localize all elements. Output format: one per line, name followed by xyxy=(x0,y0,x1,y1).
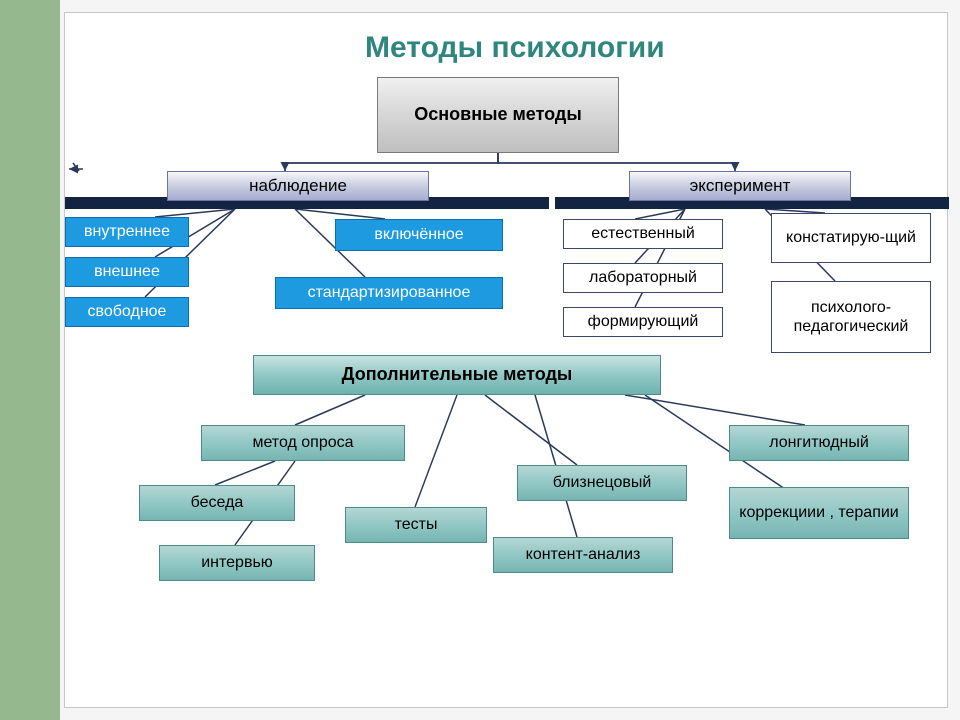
node-konst: констатирую-щий xyxy=(771,213,931,263)
node-outer: внешнее xyxy=(65,257,189,287)
node-inner: внутреннее xyxy=(65,217,189,247)
node-obs: наблюдение xyxy=(167,171,429,201)
node-talk: беседа xyxy=(139,485,295,521)
slide: Методы психологии Основные методы наблюде… xyxy=(64,12,948,708)
node-form: формирующий xyxy=(563,307,723,337)
node-long: лонгитюдный xyxy=(729,425,909,461)
node-tests: тесты xyxy=(345,507,487,543)
node-incl: включённое xyxy=(335,219,503,251)
node-content: контент-анализ xyxy=(493,537,673,573)
node-survey: метод опроса xyxy=(201,425,405,461)
node-std: стандартизированное xyxy=(275,277,503,309)
node-exp: эксперимент xyxy=(629,171,851,201)
node-lab: лабораторный xyxy=(563,263,723,293)
node-interview: интервью xyxy=(159,545,315,581)
node-add: Дополнительные методы xyxy=(253,355,661,395)
node-twin: близнецовый xyxy=(517,465,687,501)
node-main: Основные методы xyxy=(377,77,619,153)
sidebar-strip xyxy=(0,0,60,720)
node-corr: коррекциии , терапии xyxy=(729,487,909,539)
slide-title: Методы психологии xyxy=(365,31,665,65)
node-nat: естественный xyxy=(563,219,723,249)
node-pp: психолого-педагогический xyxy=(771,281,931,353)
node-free: свободное xyxy=(65,297,189,327)
